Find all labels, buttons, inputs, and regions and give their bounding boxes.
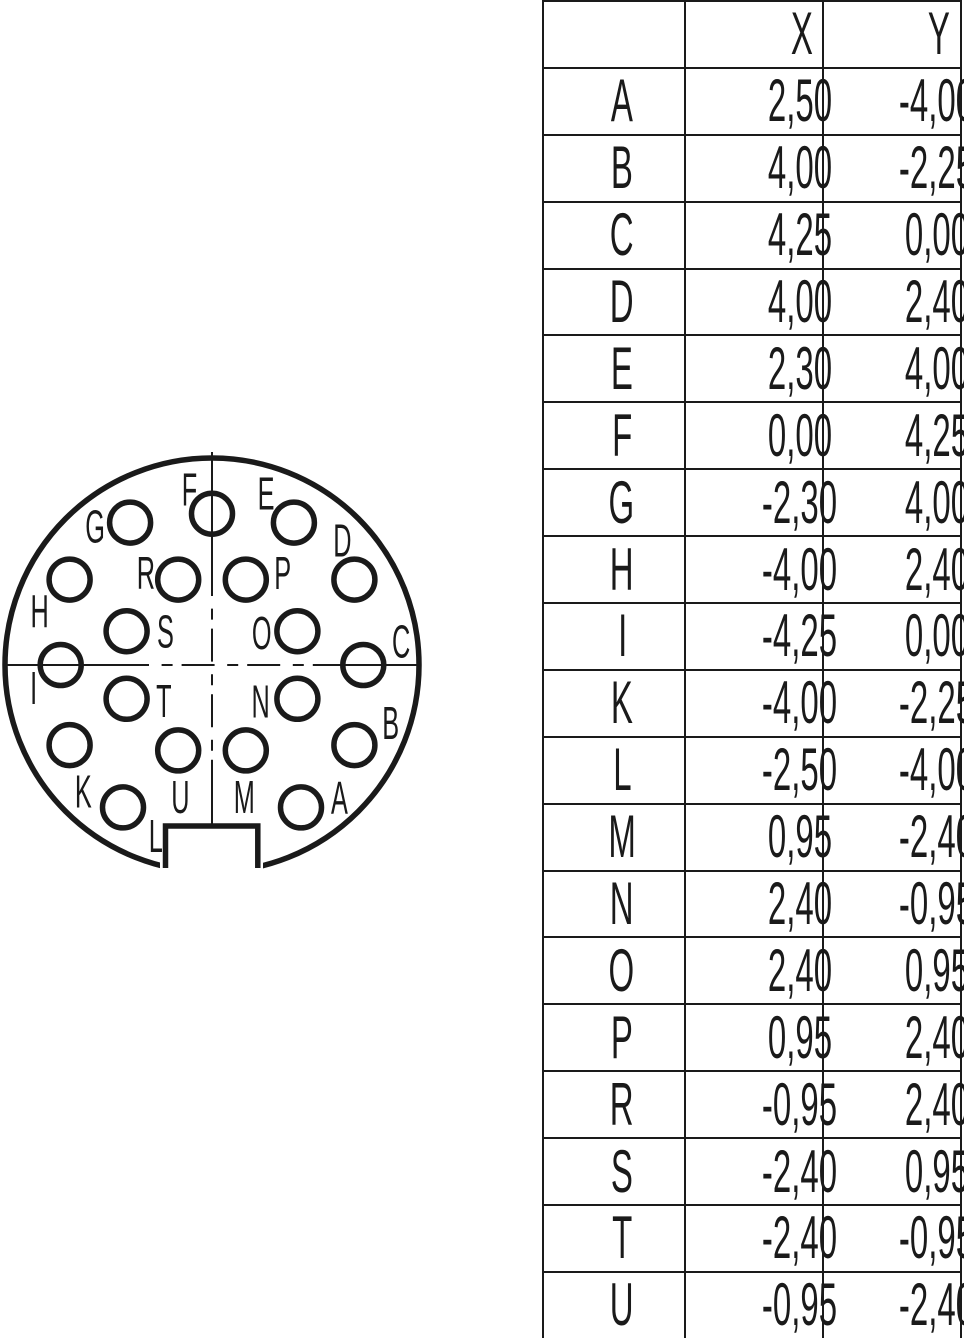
svg-text:U: U (171, 771, 189, 823)
svg-text:L: L (149, 810, 163, 862)
svg-text:P: P (274, 547, 291, 599)
svg-text:F: F (182, 463, 197, 515)
svg-text:B: B (382, 697, 399, 749)
svg-text:E: E (258, 467, 275, 519)
svg-text:T: T (156, 675, 171, 727)
svg-text:C: C (392, 615, 410, 667)
svg-text:M: M (234, 771, 255, 823)
svg-text:H: H (31, 585, 49, 637)
svg-text:A: A (331, 772, 348, 824)
svg-text:I: I (30, 662, 37, 714)
svg-text:R: R (137, 547, 155, 599)
svg-text:K: K (75, 765, 92, 817)
svg-text:O: O (252, 607, 272, 659)
svg-text:S: S (157, 606, 174, 658)
svg-text:N: N (252, 675, 270, 727)
svg-text:D: D (333, 514, 351, 566)
svg-text:G: G (85, 501, 105, 553)
